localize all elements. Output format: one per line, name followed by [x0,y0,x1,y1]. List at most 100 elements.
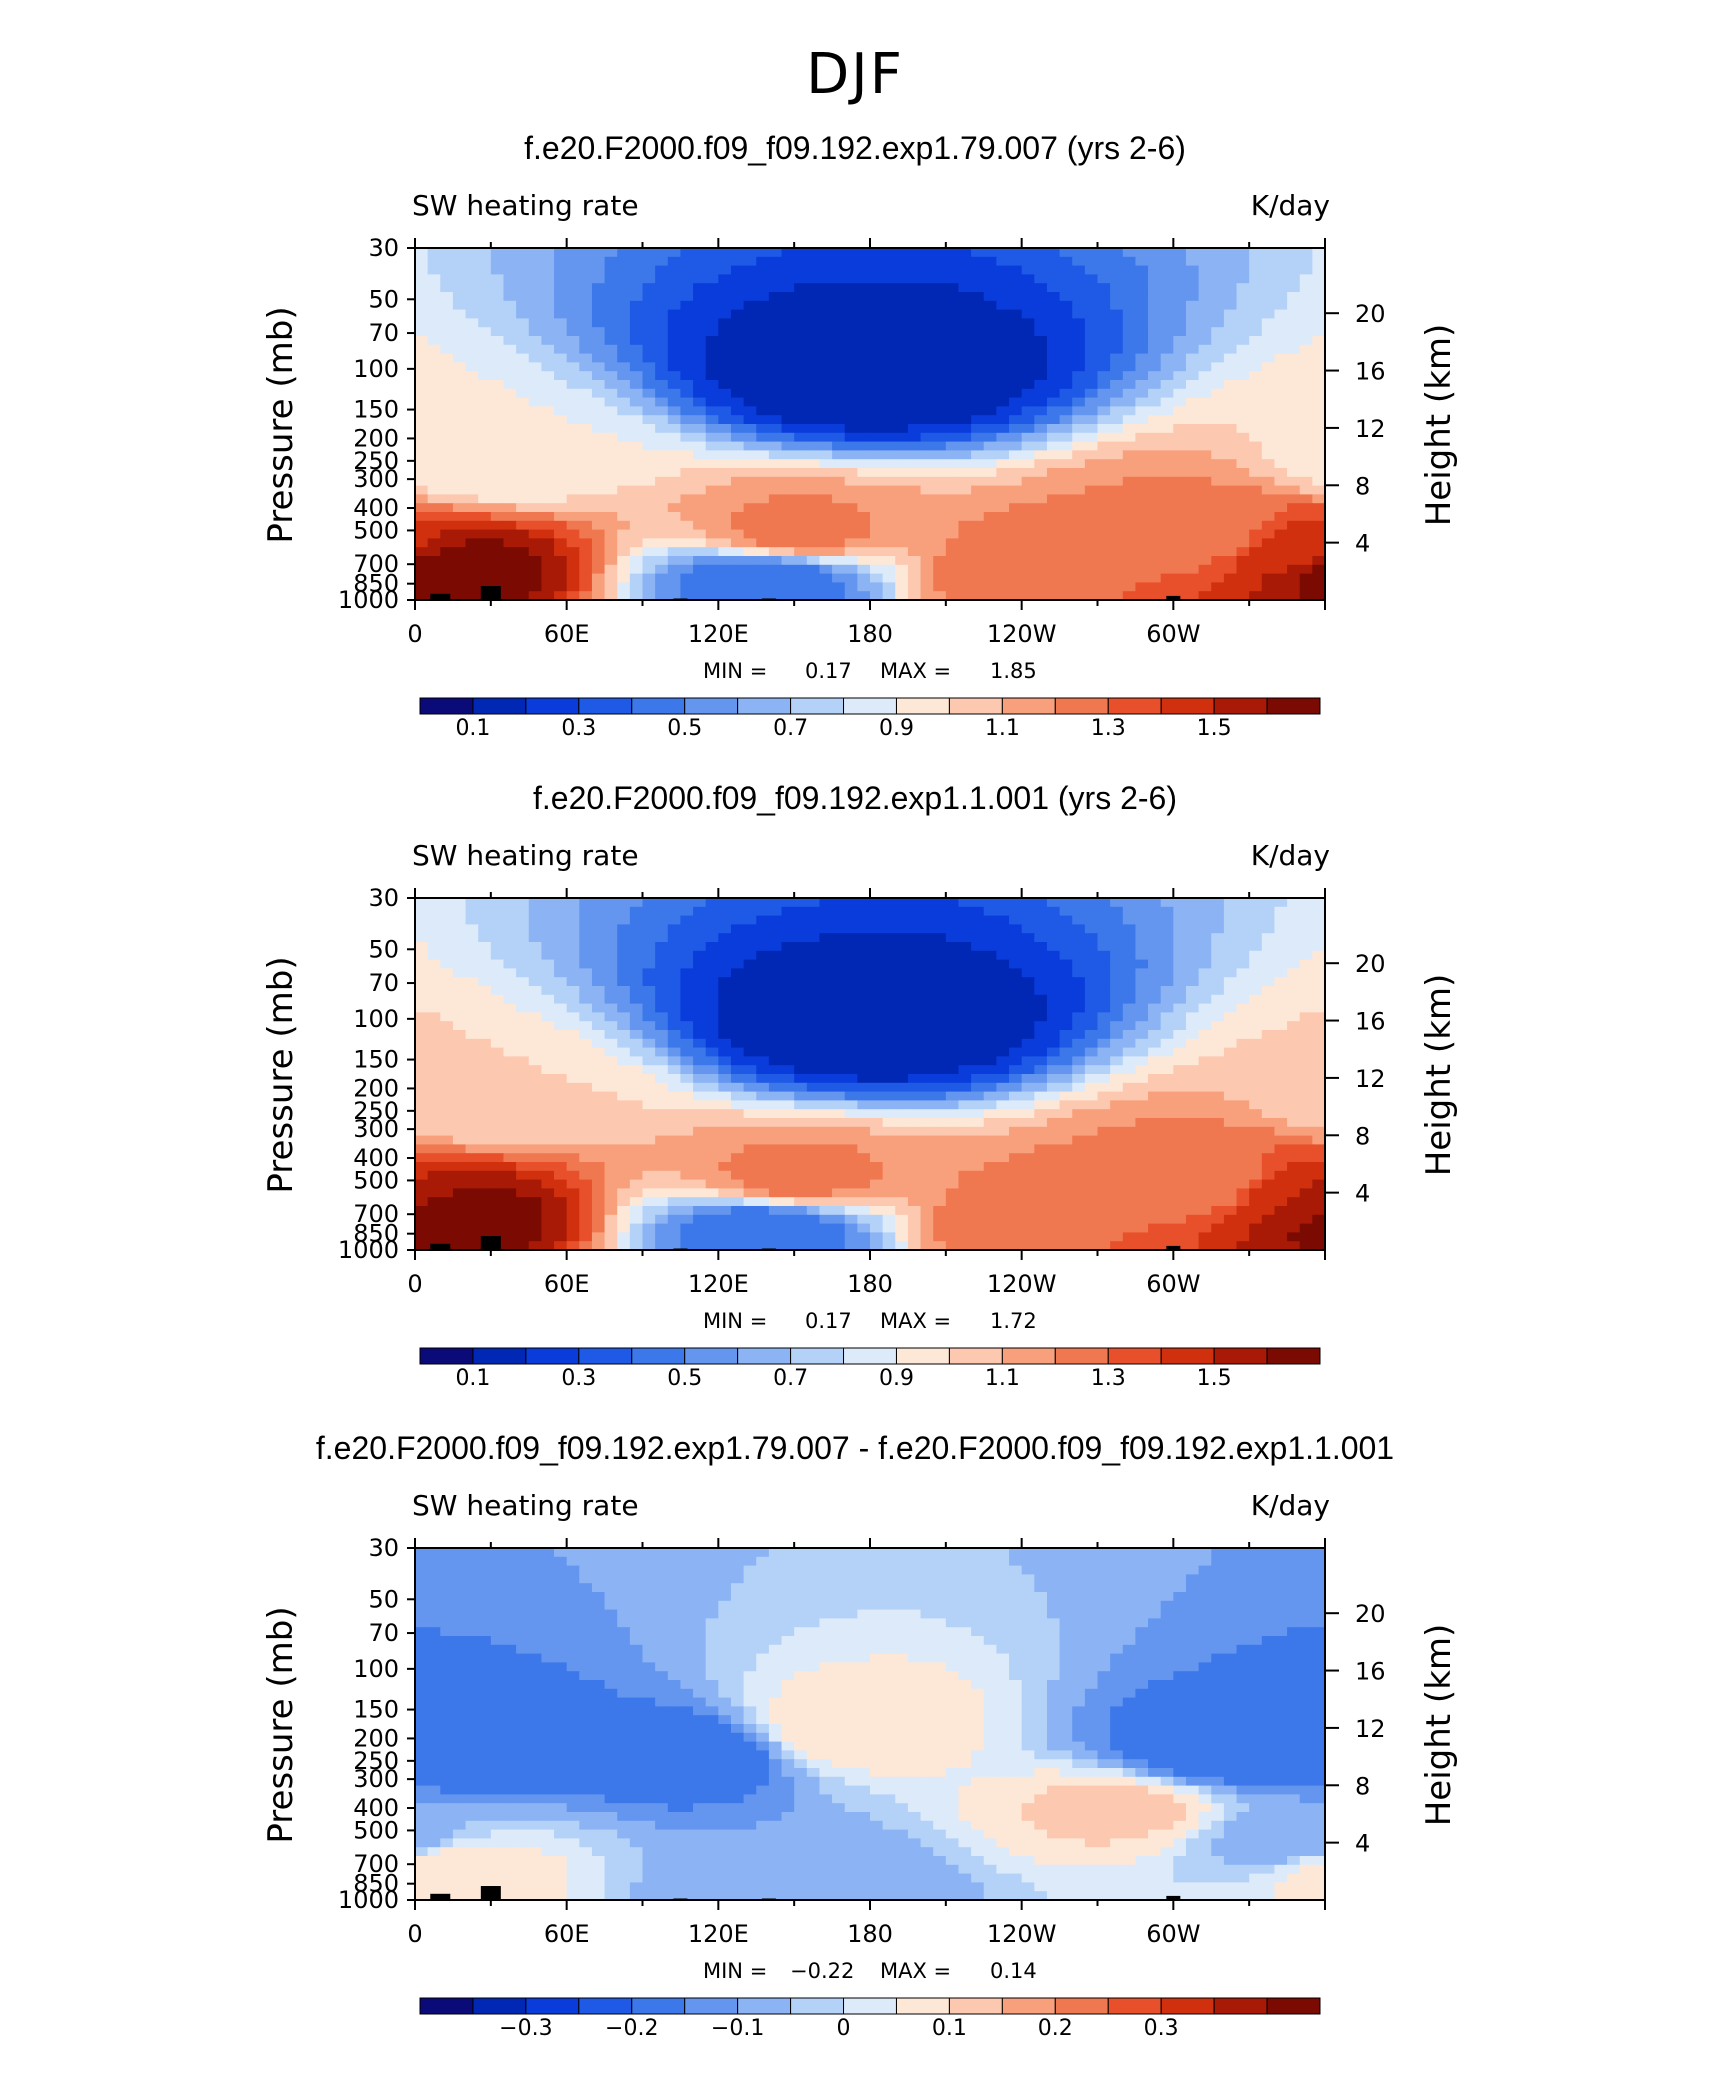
field-cell [1211,968,1224,977]
field-cell [428,336,441,345]
field-cell [579,327,592,336]
y-tick-label: 100 [353,355,399,383]
field-cell [440,424,453,433]
field-cell [693,257,706,266]
field-cell [933,336,946,345]
field-cell [769,274,782,283]
field-cell [503,301,516,310]
field-cell [693,362,706,371]
field-cell [567,1056,580,1065]
field-cell [921,924,934,933]
field-cell [782,459,795,468]
field-cell [1072,898,1085,907]
field-cell [693,565,706,574]
field-cell [794,283,807,292]
field-cell [946,1136,959,1145]
field-cell [958,968,971,977]
field-cell [870,318,883,327]
field-cell [1224,301,1237,310]
field-cell [630,1118,643,1127]
field-cell [870,942,883,951]
field-cell [415,565,428,574]
field-cell [895,266,908,275]
field-cell [1161,398,1174,407]
field-cell [541,406,554,415]
field-cell [1009,565,1022,574]
field-cell [1009,494,1022,503]
field-cell [731,354,744,363]
field-cell [643,442,656,451]
field-cell [1098,1074,1111,1083]
field-cell [1186,951,1199,960]
field-cell [1274,1083,1287,1092]
field-cell [1060,1039,1073,1048]
field-cell [1249,336,1262,345]
field-cell [984,477,997,486]
field-cell [718,512,731,521]
field-cell [1199,1056,1212,1065]
field-cell [491,1127,504,1136]
field-cell [908,424,921,433]
field-cell [958,266,971,275]
field-cell [1123,1004,1136,1013]
field-cell [1060,1109,1073,1118]
field-cell [1060,1021,1073,1030]
field-cell [794,582,807,591]
field-cell [996,424,1009,433]
field-cell [1199,318,1212,327]
field-cell [971,995,984,1004]
field-cell [1262,389,1275,398]
field-cell [1237,1056,1250,1065]
field-cell [1047,494,1060,503]
field-cell [1009,301,1022,310]
field-cell [1224,960,1237,969]
field-cell [1135,556,1148,565]
field-cell [984,1136,997,1145]
field-cell [819,310,832,319]
field-cell [1211,292,1224,301]
field-cell [958,538,971,547]
field-cell [895,556,908,565]
field-cell [1262,942,1275,951]
field-cell [756,248,769,257]
field-cell [958,512,971,521]
field-cell [541,398,554,407]
field-cell [1211,521,1224,530]
field-cell [428,1118,441,1127]
field-cell [1262,283,1275,292]
field-cell [1237,951,1250,960]
field-cell [908,1039,921,1048]
field-cell [440,371,453,380]
field-cell [908,1092,921,1101]
field-cell [693,1092,706,1101]
field-cell [1098,248,1111,257]
field-cell [541,354,554,363]
field-cell [567,898,580,907]
field-cell [1135,468,1148,477]
field-cell [1060,574,1073,583]
field-cell [706,345,719,354]
field-cell [895,960,908,969]
field-cell [1072,257,1085,266]
field-cell [1161,1127,1174,1136]
field-cell [706,995,719,1004]
field-cell [567,530,580,539]
field-cell [706,942,719,951]
field-cell [579,995,592,1004]
field-cell [958,318,971,327]
field-cell [466,310,479,319]
field-cell [453,266,466,275]
field-cell [1060,283,1073,292]
field-cell [478,424,491,433]
field-cell [908,547,921,556]
field-cell [782,398,795,407]
field-cell [617,362,630,371]
field-cell [794,1083,807,1092]
field-cell [731,433,744,442]
field-cell [541,248,554,257]
field-cell [1186,977,1199,986]
field-cell [718,933,731,942]
field-cell [630,424,643,433]
field-cell [807,424,820,433]
field-cell [744,424,757,433]
